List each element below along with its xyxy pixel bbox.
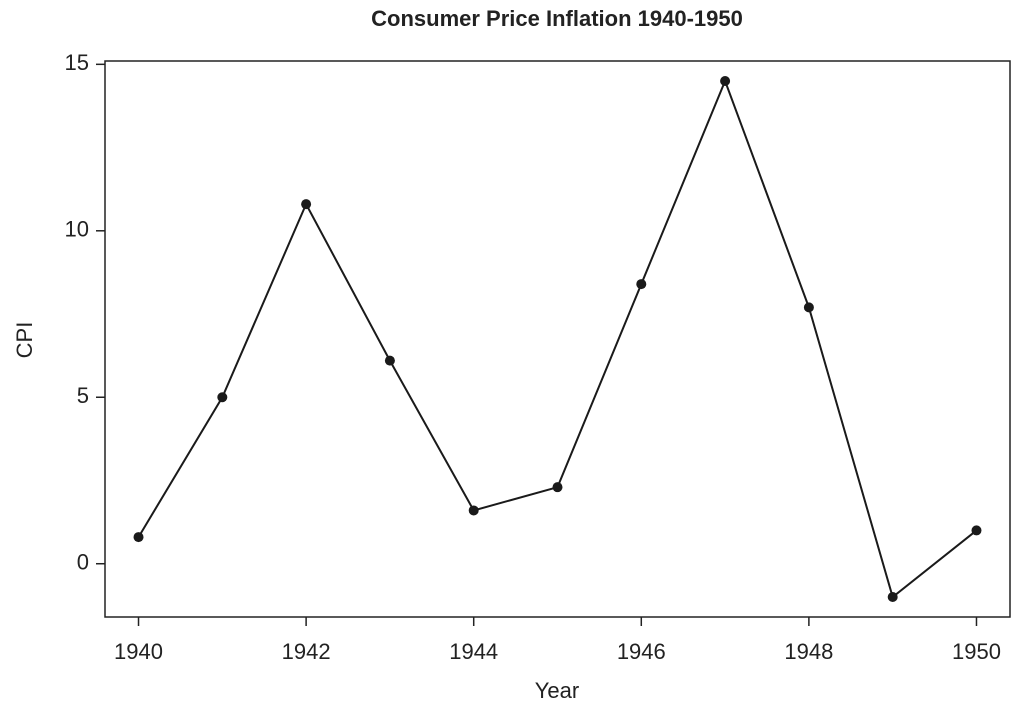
y-tick-label: 0 [77,550,89,575]
point [217,392,228,403]
y-tick-label: 15 [65,50,89,75]
chart-title: Consumer Price Inflation 1940-1950 [371,6,743,31]
point [468,505,479,516]
point [552,482,563,493]
point [720,75,731,86]
line [137,78,978,599]
point [636,279,647,290]
point [301,199,312,210]
x-tick-label: 1948 [784,639,833,664]
plot-frame [104,60,1011,618]
point [971,525,982,536]
point [887,592,898,603]
point [133,532,144,543]
point [803,302,814,313]
x-tick-label: 1946 [617,639,666,664]
x-tick-label: 1942 [282,639,331,664]
x-tick-label: 1940 [114,639,163,664]
y-axis-label: CPI [12,322,37,359]
x-tick-label: 1950 [952,639,1001,664]
x-tick-label: 1944 [449,639,498,664]
y-tick-label: 10 [65,217,89,242]
x-axis-label: Year [535,678,579,703]
point [384,355,395,366]
y-tick-label: 5 [77,383,89,408]
